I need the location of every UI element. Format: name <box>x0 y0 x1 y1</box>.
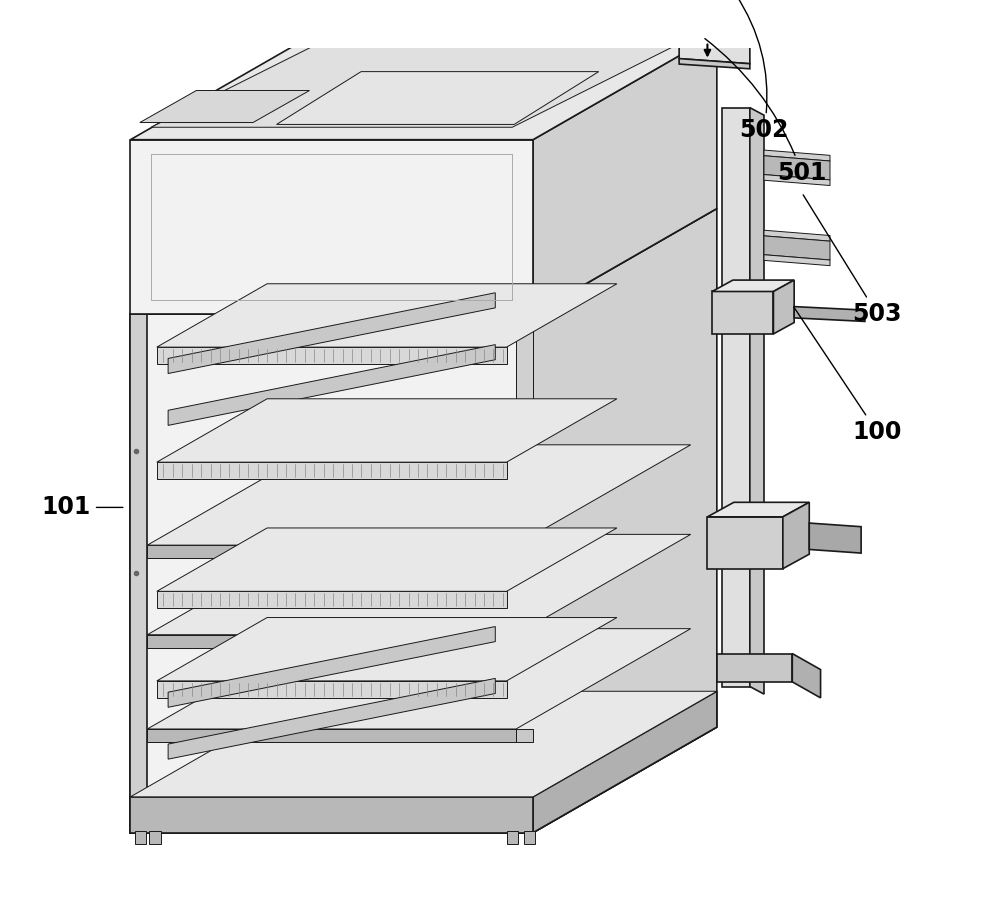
Polygon shape <box>130 691 717 797</box>
Polygon shape <box>516 635 533 648</box>
Text: 503: 503 <box>803 194 902 326</box>
Polygon shape <box>130 797 533 833</box>
Polygon shape <box>764 156 830 180</box>
Polygon shape <box>147 729 516 742</box>
Polygon shape <box>561 0 698 29</box>
Polygon shape <box>147 545 516 558</box>
Polygon shape <box>764 150 830 161</box>
Polygon shape <box>764 236 830 260</box>
Polygon shape <box>516 545 533 558</box>
Polygon shape <box>794 306 865 322</box>
Polygon shape <box>277 72 599 125</box>
Polygon shape <box>516 315 533 833</box>
Polygon shape <box>722 107 750 687</box>
Polygon shape <box>147 635 516 648</box>
Polygon shape <box>130 139 533 315</box>
Polygon shape <box>792 654 821 698</box>
Polygon shape <box>717 654 792 682</box>
Polygon shape <box>533 34 717 315</box>
Polygon shape <box>151 42 681 127</box>
Polygon shape <box>707 517 783 569</box>
Polygon shape <box>516 729 533 742</box>
Polygon shape <box>130 34 717 139</box>
Polygon shape <box>157 283 617 348</box>
Text: 502: 502 <box>736 0 789 142</box>
Polygon shape <box>533 208 717 833</box>
Polygon shape <box>168 293 495 373</box>
Polygon shape <box>507 831 518 844</box>
Polygon shape <box>130 315 147 833</box>
Polygon shape <box>157 462 507 479</box>
Polygon shape <box>168 679 495 759</box>
Polygon shape <box>130 208 717 315</box>
Polygon shape <box>679 59 750 69</box>
Polygon shape <box>157 591 507 608</box>
Text: 101: 101 <box>42 495 123 519</box>
Polygon shape <box>178 0 561 29</box>
Polygon shape <box>147 535 691 635</box>
Polygon shape <box>707 503 809 517</box>
Polygon shape <box>135 831 146 844</box>
Polygon shape <box>809 523 861 553</box>
Polygon shape <box>533 691 717 833</box>
Polygon shape <box>750 107 764 694</box>
Polygon shape <box>149 831 161 844</box>
Polygon shape <box>157 528 617 591</box>
Polygon shape <box>140 91 310 123</box>
Polygon shape <box>679 34 750 63</box>
Polygon shape <box>147 629 691 729</box>
Polygon shape <box>712 292 773 334</box>
Polygon shape <box>130 315 533 833</box>
Polygon shape <box>157 348 507 364</box>
Polygon shape <box>168 345 495 425</box>
Polygon shape <box>764 255 830 266</box>
Text: 501: 501 <box>705 39 826 184</box>
Polygon shape <box>130 727 717 833</box>
Polygon shape <box>157 617 617 681</box>
Polygon shape <box>157 681 507 698</box>
Polygon shape <box>764 174 830 185</box>
Polygon shape <box>783 503 809 569</box>
Text: 100: 100 <box>794 307 902 444</box>
Polygon shape <box>524 831 535 844</box>
Polygon shape <box>168 626 495 707</box>
Polygon shape <box>773 280 794 334</box>
Polygon shape <box>157 399 617 462</box>
Polygon shape <box>147 445 691 545</box>
Polygon shape <box>712 280 794 292</box>
Polygon shape <box>764 230 830 241</box>
